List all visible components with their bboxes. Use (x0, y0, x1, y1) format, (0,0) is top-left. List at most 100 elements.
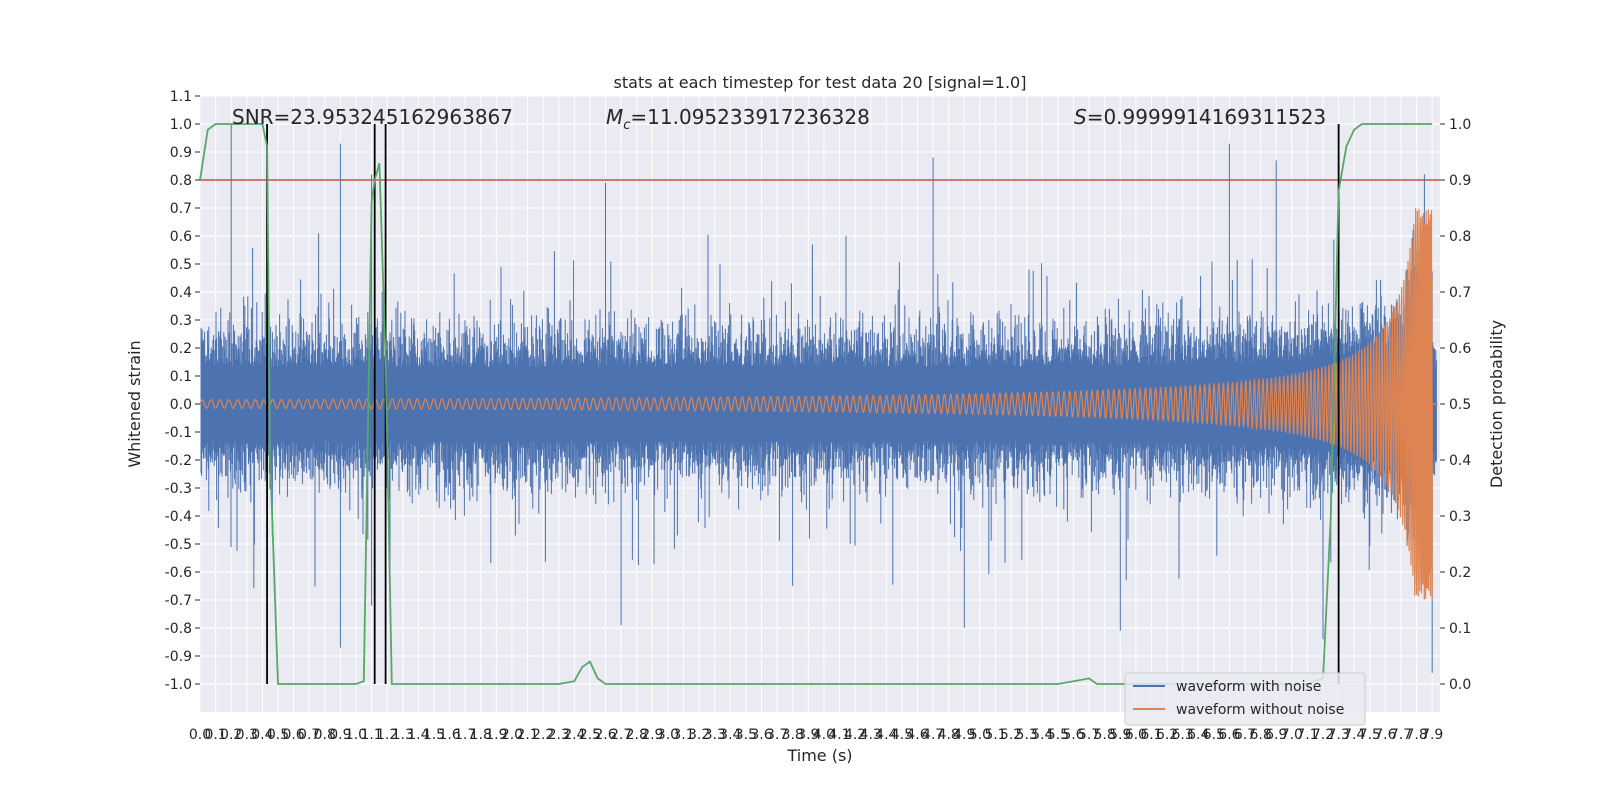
x-tick-label: 2.5 (579, 727, 601, 743)
y-right-tick-label: 0.1 (1449, 621, 1471, 637)
x-tick-label: 7.3 (1327, 727, 1349, 743)
y-tick-label: -0.3 (165, 481, 192, 497)
x-tick-label: 0.4 (251, 727, 273, 743)
x-tick-label: 3.3 (704, 727, 726, 743)
x-tick-label: 5.6 (1062, 727, 1084, 743)
x-tick-label: 1.1 (360, 727, 382, 743)
y-tick-label: -1.0 (165, 677, 192, 693)
x-tick-label: 6.4 (1187, 727, 1209, 743)
x-tick-label: 6.3 (1172, 727, 1194, 743)
x-tick-label: 5.0 (969, 727, 991, 743)
y-right-tick-label: 0.5 (1449, 397, 1471, 413)
legend: waveform with noise waveform without noi… (1124, 672, 1366, 726)
y-tick-label: 0.9 (170, 145, 192, 161)
x-tick-label: 2.9 (641, 727, 663, 743)
y-right-tick-label: 0.6 (1449, 341, 1471, 357)
x-tick-label: 2.1 (516, 727, 538, 743)
y-tick-label: -0.9 (165, 649, 192, 665)
x-tick-label: 0.5 (267, 727, 289, 743)
x-tick-label: 6.2 (1156, 727, 1178, 743)
y-tick-label: -0.8 (165, 621, 192, 637)
y-tick-label: 0.5 (170, 257, 192, 273)
x-tick-label: 7.9 (1421, 727, 1443, 743)
chirp-mass-annotation: Mc=11.095233917236328 (606, 105, 870, 133)
x-tick-label: 4.8 (938, 727, 960, 743)
x-tick-label: 3.5 (735, 727, 757, 743)
x-tick-label: 6.1 (1140, 727, 1162, 743)
series-waveform-without-noise (199, 208, 1439, 600)
x-tick-label: 7.8 (1405, 727, 1427, 743)
x-tick-label: 4.1 (828, 727, 850, 743)
x-tick-label: 6.9 (1265, 727, 1287, 743)
x-tick-label: 4.9 (953, 727, 975, 743)
x-tick-label: 1.0 (345, 727, 367, 743)
x-tick-label: 4.4 (875, 727, 897, 743)
x-tick-label: 7.5 (1359, 727, 1381, 743)
y-tick-label: 1.0 (170, 117, 192, 133)
y-tick-label: -0.4 (165, 509, 192, 525)
x-tick-label: 7.4 (1343, 727, 1365, 743)
y-tick-label: 0.8 (170, 173, 192, 189)
y-tick-label: 0.6 (170, 229, 192, 245)
y-tick-label: -0.6 (165, 565, 192, 581)
detection-probability-line (199, 123, 1433, 685)
y-axis-label-right: Detection probability (1487, 320, 1506, 488)
chart-title: stats at each timestep for test data 20 … (614, 73, 1027, 92)
x-tick-label: 7.0 (1281, 727, 1303, 743)
legend-label-noisy: waveform with noise (1176, 679, 1321, 695)
x-tick-label: 5.4 (1031, 727, 1053, 743)
x-tick-label: 0.7 (298, 727, 320, 743)
x-tick-label: 3.4 (719, 727, 741, 743)
y-tick-label: 0.3 (170, 313, 192, 329)
x-tick-label: 4.6 (906, 727, 928, 743)
x-tick-label: 6.0 (1125, 727, 1147, 743)
chirp-mass-symbol: M (606, 105, 623, 129)
y-tick-label: -0.5 (165, 537, 192, 553)
x-tick-label: 3.9 (797, 727, 819, 743)
x-tick-label: 3.7 (766, 727, 788, 743)
statistic-value: =0.9999914169311523 (1087, 105, 1326, 129)
y-tick-label: 0.4 (170, 285, 192, 301)
x-tick-label: 2.2 (532, 727, 554, 743)
y-tick-label: 0.1 (170, 369, 192, 385)
x-tick-label: 3.0 (657, 727, 679, 743)
statistic-annotation: S=0.9999914169311523 (1074, 105, 1326, 129)
y-tick-label: -0.1 (165, 425, 192, 441)
y-axis-right: 1.0 0.9 0.8 0.7 0.6 0.5 0.4 0.3 0.2 0.1 0.0 (1440, 117, 1471, 693)
x-tick-label: 4.5 (891, 727, 913, 743)
x-tick-label: 5.5 (1047, 727, 1069, 743)
x-tick-label: 7.7 (1390, 727, 1412, 743)
x-tick-label: 0.8 (314, 727, 336, 743)
x-tick-label: 3.8 (782, 727, 804, 743)
y-right-tick-label: 0.7 (1449, 285, 1471, 301)
x-tick-label: 2.6 (594, 727, 616, 743)
x-tick-label: 1.7 (454, 727, 476, 743)
x-tick-label: 3.2 (688, 727, 710, 743)
legend-label-clean: waveform without noise (1176, 702, 1344, 718)
x-tick-label: 4.0 (813, 727, 835, 743)
x-tick-label: 2.4 (563, 727, 585, 743)
x-tick-label: 5.8 (1094, 727, 1116, 743)
y-axis-left: 1.1 1.0 0.9 0.8 0.7 0.6 0.5 0.4 0.3 0.2 0.1 0.0 -0.1… (165, 89, 200, 693)
x-tick-label: 2.0 (501, 727, 523, 743)
x-tick-label: 3.6 (750, 727, 772, 743)
x-tick-label: 4.7 (922, 727, 944, 743)
y-tick-label: 0.7 (170, 201, 192, 217)
x-tick-label: 6.8 (1249, 727, 1271, 743)
x-tick-label: 0.1 (204, 727, 226, 743)
x-tick-label: 6.6 (1218, 727, 1240, 743)
x-tick-label: 4.3 (860, 727, 882, 743)
y-right-tick-label: 0.4 (1449, 453, 1471, 469)
x-tick-label: 6.7 (1234, 727, 1256, 743)
x-tick-label: 7.2 (1312, 727, 1334, 743)
x-tick-label: 2.3 (548, 727, 570, 743)
x-tick-label: 1.3 (392, 727, 414, 743)
x-tick-label: 0.9 (329, 727, 351, 743)
x-tick-label: 3.1 (672, 727, 694, 743)
x-tick-label: 1.9 (485, 727, 507, 743)
x-tick-label: 0.0 (189, 727, 211, 743)
y-tick-label: 0.0 (170, 397, 192, 413)
series-detection-probability (199, 123, 1433, 685)
legend-box (1124, 672, 1366, 726)
